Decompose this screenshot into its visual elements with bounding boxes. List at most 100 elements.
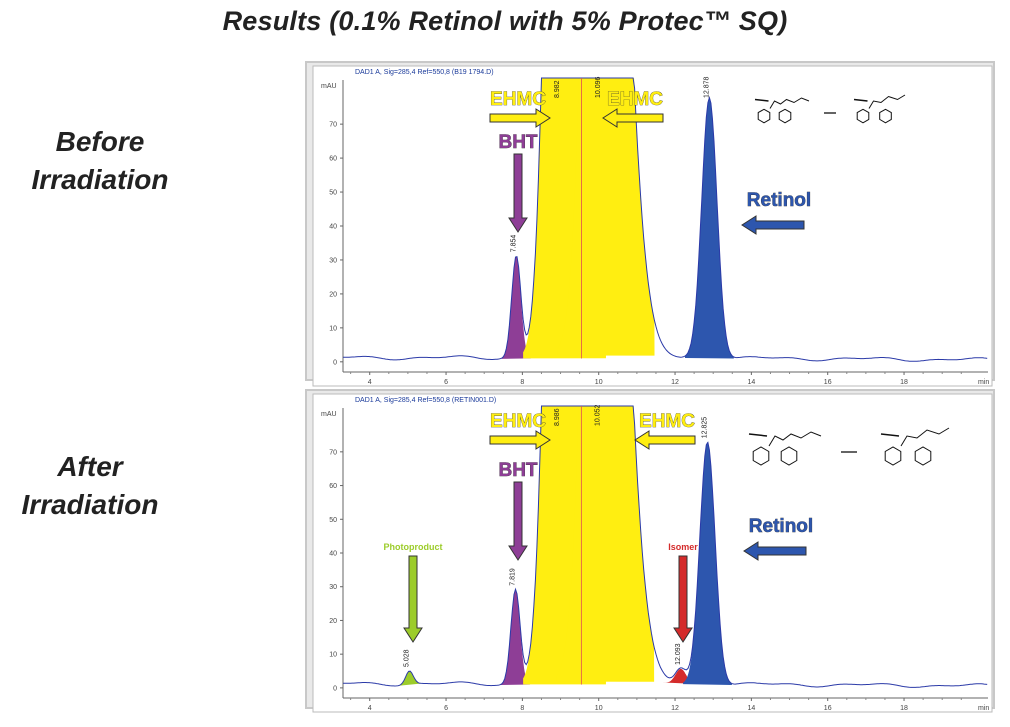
benzene-ring-icon xyxy=(884,446,902,466)
chromatogram-trace xyxy=(343,405,988,688)
annotation-label: BHT xyxy=(498,132,537,153)
y-tick-label: 30 xyxy=(329,584,337,591)
peak-time-label: 12.093 xyxy=(675,643,682,665)
molecule-structure-icon xyxy=(754,94,906,124)
annotation-label: EHMC xyxy=(607,89,663,110)
molecule-structure-icon xyxy=(748,427,950,466)
annotation-bht: BHT xyxy=(498,132,538,233)
annotation-ehmc: EHMC xyxy=(489,411,551,450)
x-tick-label: 18 xyxy=(900,705,908,712)
y-tick-label: 70 xyxy=(329,122,337,129)
arrow-down-icon xyxy=(508,153,528,233)
x-axis-label: min xyxy=(978,705,989,712)
annotation-retinol: Retinol xyxy=(743,516,813,561)
x-tick-label: 10 xyxy=(595,379,603,386)
peak-time-label: 12.825 xyxy=(701,417,708,439)
y-axis-label: mAU xyxy=(321,411,337,418)
x-tick-label: 4 xyxy=(368,379,372,386)
annotation-bht: BHT xyxy=(498,460,538,561)
nitrile-icon xyxy=(853,98,868,102)
chart-header: DAD1 A, Sig=285,4 Ref=550,8 (B19 1794.D) xyxy=(355,69,494,76)
arrow-left-icon xyxy=(634,430,696,450)
x-tick-label: 12 xyxy=(671,379,679,386)
annotation-label: BHT xyxy=(498,460,537,481)
x-tick-label: 18 xyxy=(900,379,908,386)
benzene-ring-icon xyxy=(757,108,771,124)
annotation-ehmc: EHMC xyxy=(602,89,664,128)
x-tick-label: 10 xyxy=(595,705,603,712)
benzene-ring-icon xyxy=(778,108,792,124)
x-tick-label: 16 xyxy=(824,379,832,386)
annotation-label: EHMC xyxy=(490,89,546,110)
x-tick-label: 12 xyxy=(671,705,679,712)
chromatogram-panel-1: DAD1 A, Sig=285,4 Ref=550,8 (B19 1794.D)… xyxy=(305,61,995,387)
nitrile-icon xyxy=(748,433,768,437)
arrow-down-icon xyxy=(403,555,423,643)
side-chain-icon xyxy=(769,97,810,109)
x-tick-label: 14 xyxy=(747,379,755,386)
before-label-line1: Before xyxy=(55,126,145,157)
y-tick-label: 20 xyxy=(329,291,337,298)
annotation-label: Retinol xyxy=(747,190,811,211)
x-tick-label: 8 xyxy=(520,705,524,712)
benzene-ring-icon xyxy=(752,446,770,466)
before-irradiation-label: Before Irradiation xyxy=(10,123,190,199)
annotation-label: EHMC xyxy=(639,411,695,432)
arrow-left-icon xyxy=(602,108,664,128)
annotation-label: Photoproduct xyxy=(384,542,443,552)
y-tick-label: 70 xyxy=(329,449,337,456)
after-label-line1: After xyxy=(57,451,123,482)
before-label-line2: Irradiation xyxy=(31,164,169,195)
y-tick-label: 0 xyxy=(333,685,337,692)
peak-time-label: 10.096 xyxy=(595,76,602,98)
benzene-ring-icon xyxy=(780,446,798,466)
arrow-left-icon xyxy=(743,541,807,561)
peak-time-label: 7.854 xyxy=(510,235,517,253)
y-tick-label: 60 xyxy=(329,156,337,163)
side-chain-icon xyxy=(900,427,950,447)
peak-time-label: 8.986 xyxy=(554,408,561,426)
nitrile-icon xyxy=(880,433,900,437)
y-axis-label: mAU xyxy=(321,83,337,90)
peak-time-label: 8.982 xyxy=(554,80,561,98)
peak-time-label: 7.819 xyxy=(510,568,517,586)
y-tick-label: 50 xyxy=(329,517,337,524)
peak-time-label: 5.028 xyxy=(403,649,410,667)
x-tick-label: 14 xyxy=(747,705,755,712)
annotation-ehmc: EHMC xyxy=(489,89,551,128)
x-tick-label: 16 xyxy=(824,705,832,712)
chart-header: DAD1 A, Sig=285,4 Ref=550,8 (RETIN001.D) xyxy=(355,397,496,404)
benzene-ring-icon xyxy=(879,108,892,124)
benzene-ring-icon xyxy=(914,446,932,466)
annotation-label: EHMC xyxy=(490,411,546,432)
y-tick-label: 40 xyxy=(329,551,337,558)
x-tick-label: 4 xyxy=(368,705,372,712)
annotation-ehmc: EHMC xyxy=(634,411,696,450)
y-tick-label: 10 xyxy=(329,652,337,659)
chromatogram-trace xyxy=(343,77,988,362)
nitrile-icon xyxy=(754,98,769,102)
annotation-isomer: Isomer xyxy=(668,542,698,643)
page-title: Results (0.1% Retinol with 5% Protec™ SQ… xyxy=(222,6,788,36)
arrow-right-icon xyxy=(489,108,551,128)
y-tick-label: 10 xyxy=(329,325,337,332)
after-irradiation-label: After Irradiation xyxy=(0,448,180,524)
y-tick-label: 50 xyxy=(329,190,337,197)
y-tick-label: 30 xyxy=(329,257,337,264)
x-tick-label: 8 xyxy=(520,379,524,386)
arrow-down-icon xyxy=(673,555,693,643)
y-tick-label: 0 xyxy=(333,359,337,366)
peak-time-label: 10.052 xyxy=(595,404,602,426)
side-chain-icon xyxy=(868,94,906,109)
y-tick-label: 40 xyxy=(329,224,337,231)
y-tick-label: 60 xyxy=(329,483,337,490)
after-label-line2: Irradiation xyxy=(21,489,159,520)
annotation-label: Isomer xyxy=(668,542,698,552)
x-axis-label: min xyxy=(978,379,989,386)
chromatogram-panel-2: DAD1 A, Sig=285,4 Ref=550,8 (RETIN001.D)… xyxy=(305,389,995,713)
annotation-retinol: Retinol xyxy=(741,190,811,235)
arrow-left-icon xyxy=(741,215,805,235)
y-tick-label: 20 xyxy=(329,618,337,625)
annotation-photoproduct: Photoproduct xyxy=(384,542,443,643)
